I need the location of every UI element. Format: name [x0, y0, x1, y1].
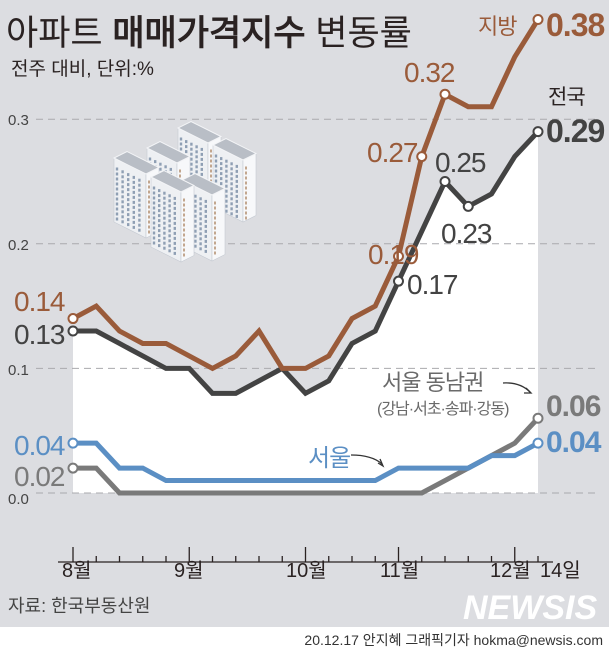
label-gangnam-end: 0.06 — [546, 390, 601, 423]
label-jeonguk-017: 0.17 — [407, 269, 458, 300]
y-tick-0.3: 0.3 — [8, 112, 29, 129]
series-jibang-point — [439, 88, 451, 100]
series-lines — [67, 14, 544, 496]
legend-gangnam-sub: (강남·서초·송파·강동) — [377, 400, 509, 418]
x-tick-labels: 8월 9월 10월 11월 12월 14일 — [62, 559, 581, 582]
source-note: 자료: 한국부동산원 — [8, 596, 150, 616]
x-tick-oct: 10월 — [286, 559, 327, 582]
label-jibang-start: 0.14 — [14, 286, 65, 317]
series-jeonguk-point — [67, 325, 79, 337]
y-tick-0.1: 0.1 — [8, 362, 29, 379]
title-bold: 매매가격지수 — [112, 14, 305, 53]
series-jeonguk-point — [462, 200, 474, 212]
legend-seoul: 서울 — [308, 445, 350, 472]
series-seoul-point — [532, 437, 544, 449]
area-fill-under-national — [73, 131, 538, 493]
series-jeonguk-point — [393, 275, 404, 287]
label-jeonguk-023: 0.23 — [441, 218, 492, 249]
arrow-seoul-icon — [350, 454, 383, 465]
series-seoul-line — [73, 440, 540, 484]
subtitle: 전주 대비, 단위:% — [11, 58, 154, 80]
apartment-buildings-illustration — [112, 120, 258, 263]
series-gangnam-point — [532, 412, 544, 424]
series-gangnam-point — [67, 462, 79, 474]
arrow-seoul-head-icon — [377, 458, 385, 468]
label-gangnam-start: 0.02 — [14, 461, 65, 492]
legend-jeonguk: 전국 — [548, 86, 585, 109]
x-tick-dec: 12월 — [490, 559, 531, 582]
label-jibang-027: 0.27 — [367, 137, 418, 168]
y-tick-labels: 0.3 0.2 0.1 0.0 — [8, 112, 29, 508]
label-jibang-019: 0.19 — [368, 239, 419, 270]
label-jibang-end: 0.38 — [546, 7, 604, 43]
series-jibang-point — [532, 14, 544, 26]
series-jibang-point — [416, 151, 428, 163]
y-tick-0.0: 0.0 — [8, 491, 29, 508]
x-tick-sep: 9월 — [174, 559, 204, 582]
x-axis — [58, 547, 553, 563]
x-tick-aug: 8월 — [62, 559, 92, 582]
series-jibang-point — [393, 250, 404, 262]
legend-jibang: 지방 — [478, 14, 517, 39]
series-jeonguk-point — [439, 176, 451, 187]
label-jeonguk-025: 0.25 — [435, 147, 486, 178]
series-gangnam-line — [73, 416, 540, 496]
label-seoul-start: 0.04 — [14, 430, 65, 461]
data-labels: 지방 0.38 0.32 0.27 0.19 0.14 전국 0.29 0.25… — [14, 7, 605, 492]
title-part1: 아파트 — [6, 14, 103, 53]
label-jeonguk-end: 0.29 — [546, 113, 604, 149]
series-seoul-point — [67, 437, 79, 449]
series-jeonguk-point — [532, 126, 544, 138]
label-jeonguk-start: 0.13 — [14, 319, 65, 350]
series-jeonguk-line — [73, 129, 540, 397]
title-part3: 변동률 — [315, 14, 412, 53]
series-jibang-line — [71, 18, 541, 372]
series-jibang-point — [67, 313, 79, 325]
legend-gangnam: 서울 동남권 — [382, 370, 483, 395]
arrow-gangnam-head-icon — [524, 387, 533, 394]
newsis-watermark: NEWSIS — [463, 589, 597, 627]
label-jibang-032: 0.32 — [404, 57, 455, 88]
x-tick-14: 14일 — [540, 559, 581, 582]
page-title: 아파트 매매가격지수 변동률 — [6, 14, 412, 53]
building — [149, 169, 196, 263]
y-tick-0.2: 0.2 — [8, 237, 29, 254]
credit-line: 20.12.17 안지혜 그래픽기자 hokma@newsis.com — [304, 632, 603, 648]
label-seoul-end: 0.04 — [546, 426, 602, 459]
x-tick-nov: 11월 — [380, 559, 419, 582]
